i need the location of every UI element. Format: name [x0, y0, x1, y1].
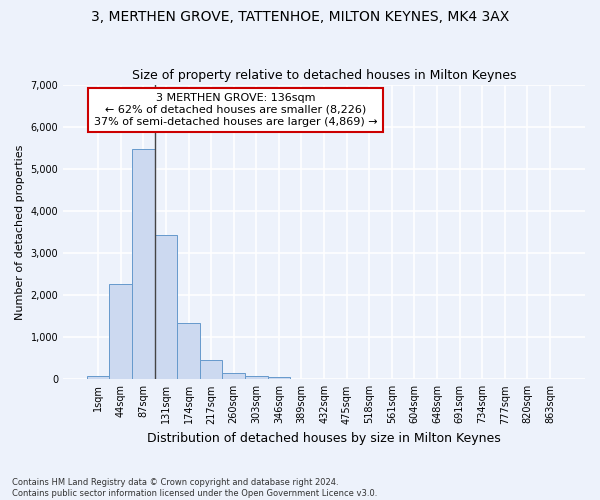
- Bar: [177, 324, 200, 380]
- Bar: [109, 284, 132, 380]
- Text: Contains HM Land Registry data © Crown copyright and database right 2024.
Contai: Contains HM Land Registry data © Crown c…: [12, 478, 377, 498]
- Bar: [268, 377, 290, 380]
- Y-axis label: Number of detached properties: Number of detached properties: [15, 144, 25, 320]
- Bar: [200, 360, 223, 380]
- Text: 3 MERTHEN GROVE: 136sqm
← 62% of detached houses are smaller (8,226)
37% of semi: 3 MERTHEN GROVE: 136sqm ← 62% of detache…: [94, 94, 377, 126]
- Bar: [87, 376, 109, 380]
- Bar: [223, 372, 245, 380]
- Bar: [132, 149, 155, 380]
- Bar: [155, 236, 177, 380]
- Text: 3, MERTHEN GROVE, TATTENHOE, MILTON KEYNES, MK4 3AX: 3, MERTHEN GROVE, TATTENHOE, MILTON KEYN…: [91, 10, 509, 24]
- Bar: [245, 376, 268, 380]
- Title: Size of property relative to detached houses in Milton Keynes: Size of property relative to detached ho…: [132, 69, 517, 82]
- X-axis label: Distribution of detached houses by size in Milton Keynes: Distribution of detached houses by size …: [147, 432, 501, 445]
